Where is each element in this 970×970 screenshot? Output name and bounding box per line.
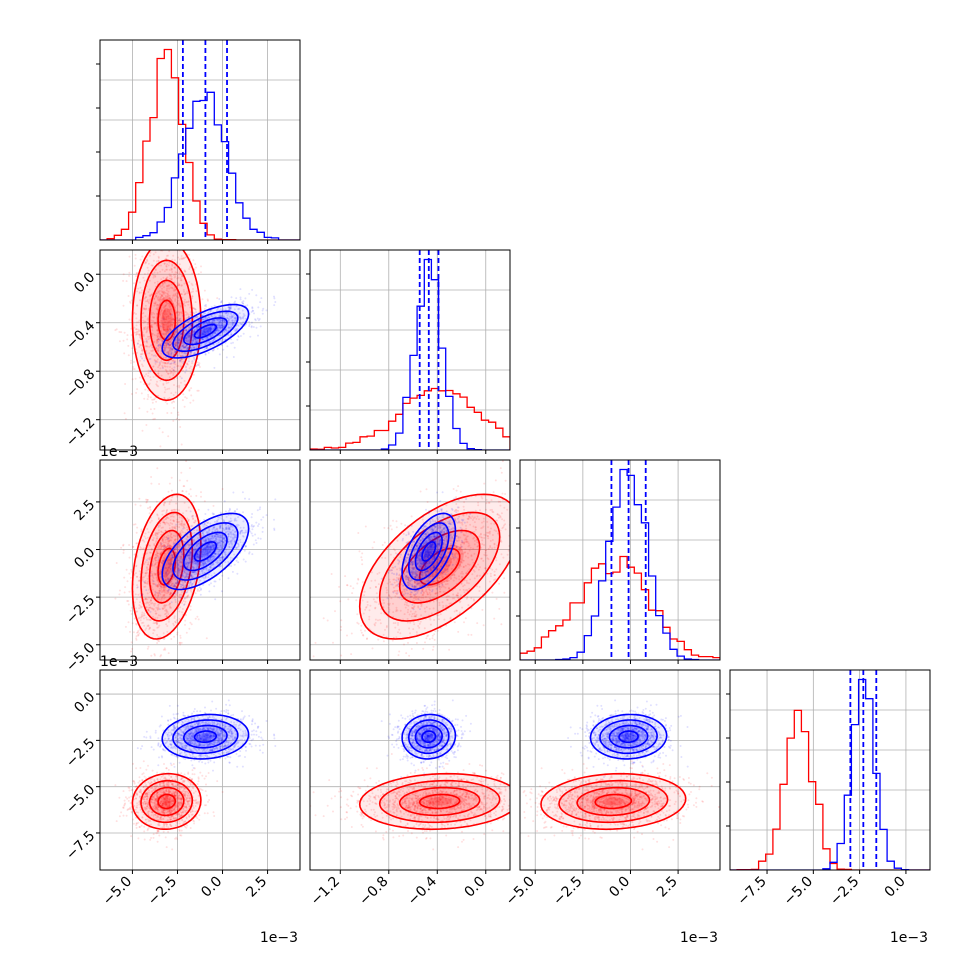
panel-1-0: −1.2 −0.8 −0.4 0.0 [63, 249, 301, 454]
y-tick-label-3-0: −7.5 [63, 828, 98, 863]
x-tick-label-1-3: 0.0 [462, 874, 489, 901]
panel-2-0: −5.0 −2.5 0.0 2.5 [63, 459, 301, 675]
y-tick-label-1-1: −0.8 [63, 366, 98, 401]
x-tick-label-1-1: −0.8 [356, 874, 391, 909]
panel-3-2: −5.0 −2.5 0.0 2.5 [503, 669, 721, 909]
y-tick-label-2-2: 0.0 [71, 545, 98, 572]
x-tick-label-0-1: −2.5 [145, 874, 180, 909]
y-tick-label-3-3: 0.0 [71, 689, 98, 716]
x-tick-label-3-2: −2.5 [827, 874, 862, 909]
x-tick-label-0-3: 2.5 [243, 874, 270, 901]
panel-frame [99, 249, 301, 451]
panel-frame [309, 669, 511, 871]
y-tick-label-1-0: −1.2 [63, 415, 98, 450]
hist-blue-2 [520, 468, 720, 660]
x-tick-label-3-0: −7.5 [735, 874, 770, 909]
hist-blue-3 [730, 678, 930, 870]
panel-1-1 [306, 249, 511, 454]
y-tick-label-3-1: −5.0 [63, 782, 98, 817]
panel-frame [519, 669, 721, 871]
hist-blue-1 [310, 258, 510, 450]
x-offset-label-2: 1e−3 [680, 930, 718, 946]
x-tick-label-2-0: −5.0 [503, 874, 538, 909]
panel-frame [309, 249, 511, 451]
y-offset-label-1: 1e−3 [100, 444, 138, 460]
panel-frame [99, 669, 301, 871]
x-offset-label-3: 1e−3 [890, 930, 928, 946]
panel-frame [729, 669, 931, 871]
panel-3-3: −7.5 −5.0 −2.5 0.0 [726, 669, 931, 909]
y-tick-label-2-3: 2.5 [71, 497, 98, 524]
panel-frame [99, 459, 301, 661]
panel-0-0 [96, 39, 301, 244]
x-tick-label-0-2: 0.0 [198, 874, 225, 901]
x-tick-label-3-1: −5.0 [781, 874, 816, 909]
y-offset-label-2: 1e−3 [100, 654, 138, 670]
x-tick-label-3-3: 0.0 [882, 874, 909, 901]
panel-3-0: −7.5−5.0−2.50.0−5.0 −2.5 0.0 2.5 [63, 669, 301, 909]
y-tick-label-2-1: −2.5 [63, 592, 98, 627]
x-tick-label-1-0: −1.2 [308, 874, 343, 909]
x-tick-label-0-0: −5.0 [100, 874, 135, 909]
y-tick-label-1-3: 0.0 [71, 269, 98, 296]
x-tick-label-2-1: −2.5 [550, 874, 585, 909]
panel-3-1: −1.2 −0.8 −0.4 0.0 [308, 669, 511, 909]
panel-2-2 [516, 459, 721, 664]
hist-red-2 [520, 555, 720, 660]
y-tick-label-1-2: −0.4 [63, 318, 98, 353]
x-tick-label-1-2: −0.4 [405, 873, 440, 908]
hist-red-3 [730, 709, 930, 870]
x-tick-label-2-2: 0.0 [606, 874, 633, 901]
panel-frame [519, 459, 721, 661]
panel-2-1 [309, 459, 511, 664]
y-tick-label-2-0: −5.0 [63, 640, 98, 675]
hist-blue-0 [100, 91, 300, 240]
panel-frame [309, 459, 511, 661]
panel-frame [99, 39, 301, 241]
hist-red-1 [310, 387, 510, 450]
x-offset-label-0: 1e−3 [260, 930, 298, 946]
x-tick-label-2-3: 2.5 [654, 874, 681, 901]
hist-red-0 [100, 48, 300, 240]
y-tick-label-3-2: −2.5 [63, 735, 98, 770]
